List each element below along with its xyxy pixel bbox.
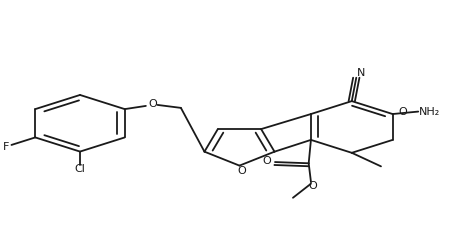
Text: N: N bbox=[356, 68, 364, 78]
Text: NH₂: NH₂ bbox=[419, 107, 440, 117]
Text: O: O bbox=[397, 107, 406, 117]
Text: O: O bbox=[307, 181, 316, 191]
Text: F: F bbox=[3, 142, 9, 152]
Text: O: O bbox=[262, 156, 271, 166]
Text: O: O bbox=[237, 166, 245, 176]
Text: O: O bbox=[148, 99, 157, 109]
Text: Cl: Cl bbox=[74, 164, 85, 174]
